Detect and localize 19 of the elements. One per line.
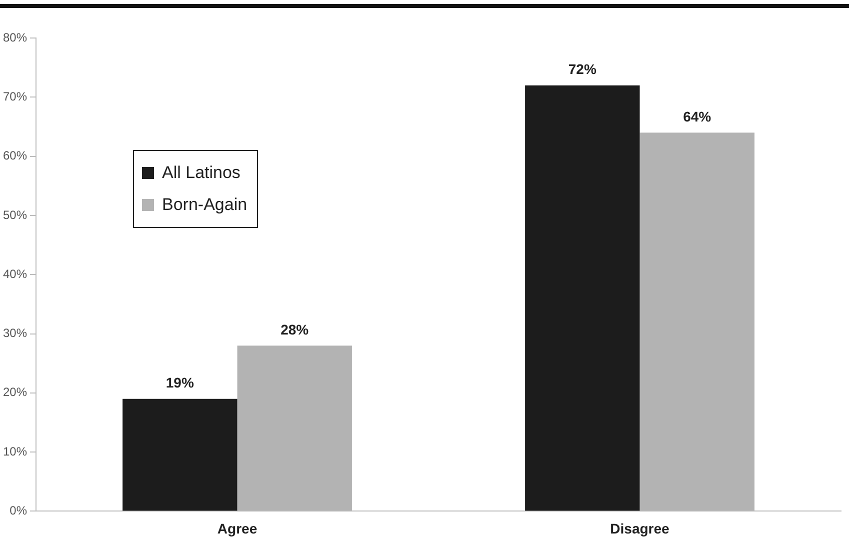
text: 72%	[568, 61, 596, 78]
y-tick-label: 20%	[2, 385, 28, 400]
x-tick-label: Agree	[217, 520, 258, 536]
y-tick-label: 30%	[2, 326, 28, 340]
text: 28%	[280, 321, 309, 338]
x-tick-label: Disagree	[610, 520, 670, 536]
text: 64%	[683, 108, 712, 124]
y-tick-label: 80%	[2, 30, 28, 44]
text: 19%	[166, 374, 194, 391]
bar	[122, 398, 238, 511]
legend-label: All Latinos	[162, 163, 240, 183]
y-tick-label: 10%	[2, 444, 28, 458]
bar	[525, 85, 640, 511]
legend-label: Born-Again	[162, 195, 248, 215]
y-tick-label: 0%	[10, 504, 28, 518]
y-tick-label: 70%	[2, 89, 28, 104]
y-tick-label: 50%	[2, 208, 28, 222]
y-tick-label: 40%	[2, 266, 28, 281]
y-tick-label: 60%	[2, 148, 28, 163]
